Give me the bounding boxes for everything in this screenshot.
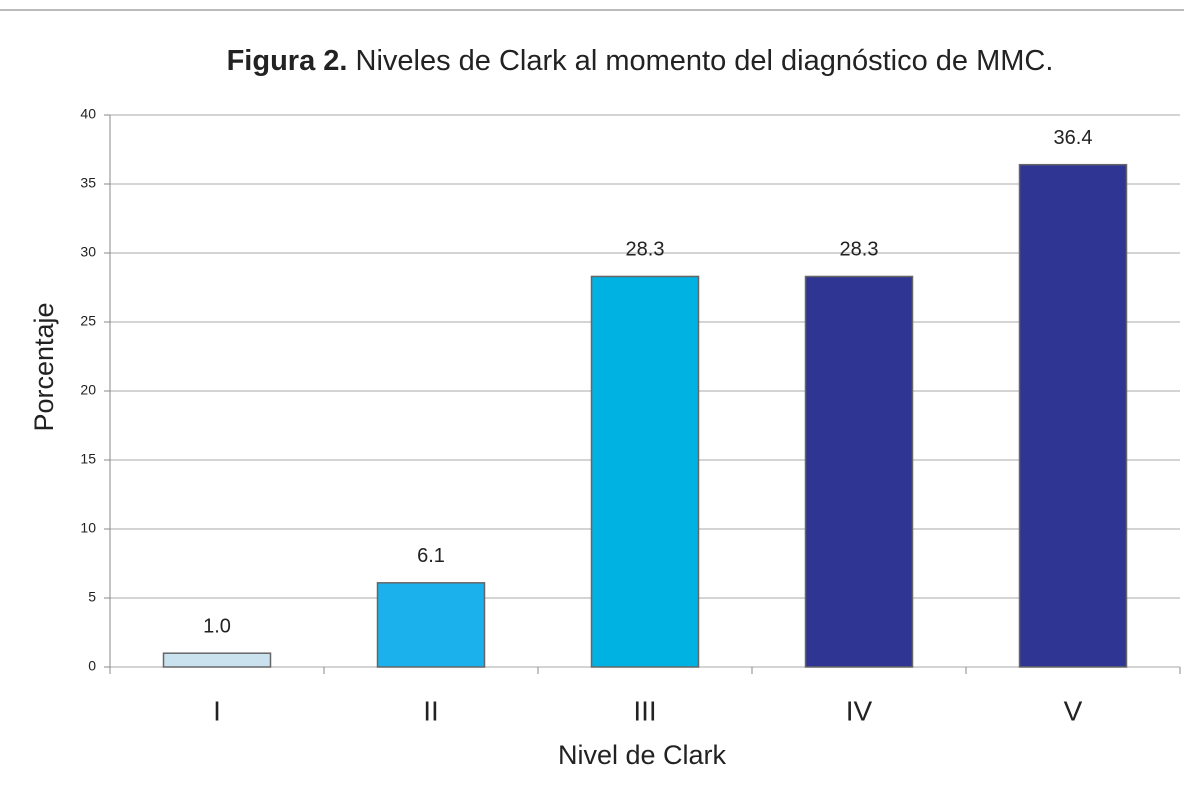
value-label: 36.4	[1054, 127, 1093, 149]
value-label: 6.1	[417, 545, 445, 567]
bar	[804, 275, 914, 668]
y-tick-label: 30	[80, 244, 96, 260]
y-tick-label: 15	[80, 451, 96, 467]
y-tick-label: 35	[80, 175, 96, 191]
x-tick-label: I	[213, 695, 221, 726]
bar	[1018, 163, 1128, 668]
y-tick-label: 25	[80, 313, 96, 329]
bar	[162, 652, 272, 668]
chart-title: Figura 2. Niveles de Clark al momento de…	[227, 45, 1054, 77]
y-tick-label: 40	[80, 106, 96, 122]
y-axis-label: Porcentaje	[29, 302, 59, 431]
x-axis-label: Nivel de Clark	[558, 740, 727, 770]
bar	[590, 275, 700, 668]
y-tick-label: 10	[80, 520, 96, 536]
x-tick-label: IV	[846, 695, 873, 726]
figure-label: Figura 2.	[227, 45, 348, 77]
bar	[376, 582, 486, 668]
x-tick-label: II	[423, 695, 439, 726]
x-tick-label: III	[633, 695, 656, 726]
y-tick-label: 5	[88, 589, 96, 605]
value-label: 1.0	[203, 615, 231, 637]
y-tick-label: 0	[88, 658, 96, 674]
title-text: Niveles de Clark al momento del diagnóst…	[356, 45, 1054, 77]
y-tick-label: 20	[80, 382, 96, 398]
value-label: 28.3	[626, 239, 665, 261]
value-label: 28.3	[840, 239, 879, 261]
x-tick-label: V	[1064, 695, 1083, 726]
